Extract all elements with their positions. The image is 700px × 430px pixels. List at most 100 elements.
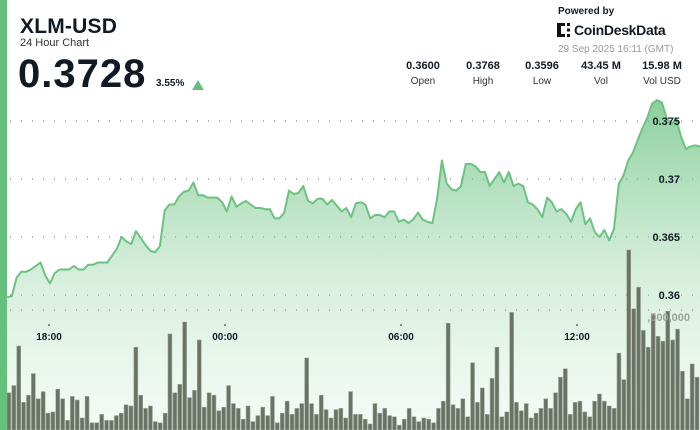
stat-vol-usd: 15.98 M Vol USD (632, 60, 692, 88)
volume-bar (353, 414, 358, 430)
volume-bar (211, 394, 217, 430)
volume-bar (611, 408, 617, 430)
volume-bar (167, 333, 173, 430)
volume-bar (309, 403, 314, 430)
volume-bar (289, 414, 295, 430)
volume-bar (431, 422, 436, 430)
volume-bar (201, 406, 207, 430)
volume-bar (450, 404, 456, 430)
volume-bar (382, 408, 387, 430)
volume-bar (162, 412, 168, 430)
volume-bar (655, 336, 661, 430)
volume-bar (84, 396, 90, 430)
price-change: 3.55% (156, 78, 185, 89)
stat-value: 0.3596 (525, 60, 559, 72)
volume-bar (362, 418, 368, 430)
stat-value: 0.3600 (406, 60, 440, 72)
volume-bar (616, 352, 622, 430)
volume-bar (328, 417, 334, 430)
volume-bar (558, 376, 563, 430)
volume-bar (75, 399, 80, 430)
price-tick-label: 0.37 (659, 174, 680, 186)
price-tick-label: 0.375 (652, 116, 680, 128)
volume-bar (680, 370, 685, 430)
volume-axis-label: ,000,000 (647, 312, 690, 324)
volume-bar (206, 392, 212, 430)
volume-bar (314, 414, 319, 430)
time-tick-label: 18:00 (36, 332, 62, 343)
volume-bar (602, 400, 607, 430)
stat-label: Vol USD (643, 76, 681, 87)
powered-by: Powered by (558, 6, 615, 17)
volume-bar (567, 414, 573, 430)
volume-bar (377, 412, 383, 430)
volume-bar (11, 385, 17, 430)
volume-bar (231, 403, 236, 430)
volume-bar (675, 328, 680, 430)
volume-bar (343, 417, 348, 430)
volume-bar (333, 409, 339, 430)
stat-value: 0.3768 (466, 60, 500, 72)
volume-bar (582, 411, 588, 430)
volume-bar (192, 390, 197, 430)
volume-bar (133, 346, 139, 430)
volume-bar (79, 417, 85, 430)
volume-bar (665, 310, 670, 430)
volume-bar (484, 414, 490, 430)
volume-bar (465, 416, 470, 430)
volume-bar (416, 421, 422, 430)
volume-bar (109, 420, 114, 430)
accent-bar (0, 0, 7, 430)
volume-bar (89, 422, 95, 430)
volume-bar (40, 391, 46, 430)
current-price: 0.3728 (18, 52, 147, 96)
volume-bar (236, 408, 241, 430)
volume-bar (245, 405, 251, 430)
volume-bar (348, 391, 353, 430)
stat-label: Vol (594, 76, 608, 87)
volume-bar (587, 416, 592, 430)
volume-bar (621, 379, 627, 430)
volume-bar (299, 403, 304, 430)
volume-bar (470, 362, 475, 430)
volume-bar (358, 414, 363, 430)
volume-bar (445, 322, 451, 430)
stat-high: 0.3768 High (453, 60, 513, 88)
volume-bar (597, 393, 602, 430)
volume-bar (650, 313, 656, 430)
volume-bar (318, 394, 324, 430)
volume-bar (99, 414, 104, 430)
volume-bar (6, 392, 12, 430)
volume-bar (411, 416, 417, 430)
volume-bar (489, 378, 495, 430)
time-tick-label: 00:00 (212, 332, 238, 343)
volume-bar (626, 249, 631, 430)
volume-bar (519, 410, 524, 430)
volume-bar (660, 340, 666, 430)
volume-bar (31, 373, 36, 430)
volume-bar (270, 396, 275, 430)
volume-bar (21, 402, 26, 430)
volume-bar (265, 415, 270, 430)
volume-bar (197, 339, 202, 430)
volume-bar (128, 405, 134, 430)
volume-bar (523, 403, 529, 430)
volume-bar (509, 312, 514, 430)
volume-bar (645, 346, 651, 430)
volume-bar (563, 368, 568, 430)
volume-bar (241, 418, 246, 430)
volume-bar (387, 415, 392, 430)
volume-bar (104, 420, 109, 430)
volume-bar (114, 415, 119, 430)
chart-subtitle: 24 Hour Chart (20, 37, 90, 49)
volume-bar (284, 400, 290, 430)
stat-low: 0.3596 Low (512, 60, 572, 88)
stat-label: Open (410, 76, 436, 87)
volume-bar (636, 286, 641, 430)
volume-bar (138, 394, 144, 430)
volume-bar (94, 422, 100, 430)
volume-bar (543, 398, 548, 430)
volume-bar (592, 400, 597, 430)
volume-bar (421, 417, 426, 430)
